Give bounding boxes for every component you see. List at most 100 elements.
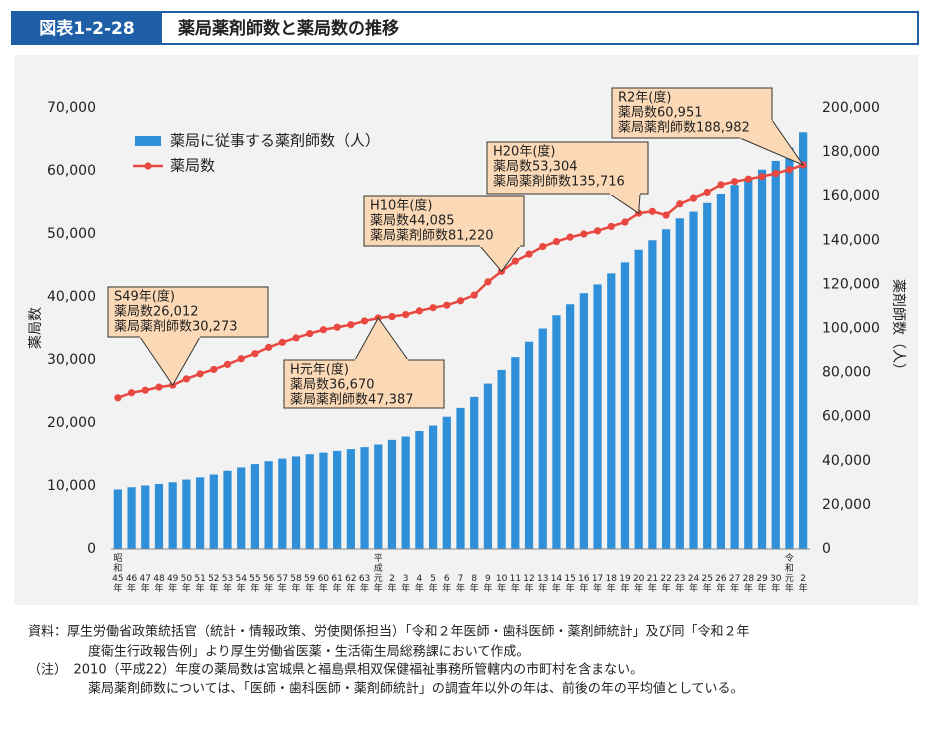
annotation-box xyxy=(486,141,649,195)
line-dot xyxy=(525,250,533,258)
annotation-pointer xyxy=(479,245,521,273)
line-dot xyxy=(388,312,396,321)
line-dot xyxy=(182,375,190,383)
line-dot xyxy=(744,175,752,183)
x-tick-label: 22 年 xyxy=(660,574,671,594)
line-dot xyxy=(456,297,465,305)
x-tick-label: 20 年 xyxy=(633,574,645,594)
bar xyxy=(387,439,397,549)
line-dot xyxy=(580,230,588,238)
x-tick-label: 52 年 xyxy=(208,574,219,594)
bar xyxy=(607,273,616,549)
bar xyxy=(154,483,164,549)
bar xyxy=(319,452,328,549)
bar xyxy=(168,482,177,549)
annotation-text: 薬局数44,085 xyxy=(370,214,455,229)
bar xyxy=(634,249,643,549)
bar xyxy=(799,132,808,550)
line-dot xyxy=(484,278,492,286)
y2-tick-label: 20,000 xyxy=(822,497,871,513)
x-tick-label: 61 年 xyxy=(331,574,342,594)
y2-tick-label: 60,000 xyxy=(822,409,871,425)
bar xyxy=(552,315,561,549)
line-dot xyxy=(360,317,369,325)
x-tick-label: 27 年 xyxy=(729,574,740,594)
y2-tick-label: 140,000 xyxy=(822,232,880,248)
y-tick-label: 30,000 xyxy=(47,352,96,368)
bar xyxy=(661,229,671,549)
line-dot xyxy=(223,360,232,369)
legend-label: 薬局に従事する薬剤師数（人） xyxy=(170,132,380,150)
x-tick-label: 53 年 xyxy=(222,574,233,594)
line-dot xyxy=(758,173,766,181)
bar xyxy=(785,147,794,549)
x-tick-label: 28 年 xyxy=(743,574,755,594)
bar xyxy=(538,328,547,549)
line-dot xyxy=(429,304,437,312)
y-axis-title: 薬局数 xyxy=(28,307,44,349)
note-line: （注） 2010（平成22）年度の薬局数は宮城県と福島県相双保健福祉事務所管轄内… xyxy=(28,662,643,678)
x-tick-label: 46 年 xyxy=(126,574,138,594)
bar xyxy=(374,444,383,549)
line-dot xyxy=(333,323,341,331)
legend-swatch xyxy=(135,136,161,146)
x-tick-label: 47 年 xyxy=(140,574,151,594)
line-dot xyxy=(237,355,245,363)
annotation-box xyxy=(611,87,773,139)
legend-label: 薬局数 xyxy=(170,157,215,175)
line-dot xyxy=(278,338,286,346)
line-dot xyxy=(306,329,314,338)
line-dot xyxy=(785,166,794,174)
line-dot xyxy=(676,200,684,208)
line-dot xyxy=(566,233,574,241)
annotation-pointer xyxy=(354,317,409,361)
bar xyxy=(209,474,218,549)
annotation-box xyxy=(107,286,269,338)
line-dot xyxy=(717,181,725,189)
x-tick-label: 14 年 xyxy=(551,574,563,594)
y2-tick-label: 160,000 xyxy=(822,188,880,204)
x-tick-label: 15 年 xyxy=(564,574,575,594)
line-dot xyxy=(662,211,670,219)
bar xyxy=(223,470,232,549)
bar xyxy=(428,425,438,549)
y2-tick-label: 80,000 xyxy=(822,365,871,381)
y-tick-label: 10,000 xyxy=(47,478,96,494)
header-label: 図表1-2-28 xyxy=(39,18,134,39)
bar xyxy=(456,407,465,549)
line-dot xyxy=(155,383,163,391)
bar xyxy=(360,447,369,549)
note-line: 度衛生行政報告例」より厚生労働省医薬・生活衛生局総務課において作成。 xyxy=(88,644,529,660)
line-dot xyxy=(703,188,711,197)
y2-tick-label: 180,000 xyxy=(822,144,880,160)
y2-tick-label: 120,000 xyxy=(822,276,880,292)
bar xyxy=(689,211,698,549)
bar xyxy=(127,487,136,549)
line-dot xyxy=(141,386,149,394)
line-dot xyxy=(689,194,698,202)
line-dot xyxy=(196,370,204,378)
bar xyxy=(648,240,657,550)
bar xyxy=(333,450,342,549)
bar xyxy=(401,436,410,549)
x-tick-label: 12 年 xyxy=(523,574,534,594)
x-tick-label: 23 年 xyxy=(674,574,685,594)
line-dot xyxy=(114,394,122,402)
annotation-text: 薬局数53,304 xyxy=(493,160,578,175)
y-tick-label: 20,000 xyxy=(47,415,96,431)
x-tick-label: 56 年 xyxy=(263,574,275,594)
x-tick-label: 51 年 xyxy=(194,574,205,594)
line-dot xyxy=(772,169,780,178)
x-tick-label: 17 年 xyxy=(592,574,603,594)
x-tick-label: 11 年 xyxy=(510,574,521,594)
line-dot xyxy=(210,365,218,374)
legend-swatch xyxy=(144,162,152,170)
annotation-text: S49年(度) xyxy=(114,289,175,305)
bar xyxy=(237,467,246,549)
annotation-pointer xyxy=(609,193,641,215)
